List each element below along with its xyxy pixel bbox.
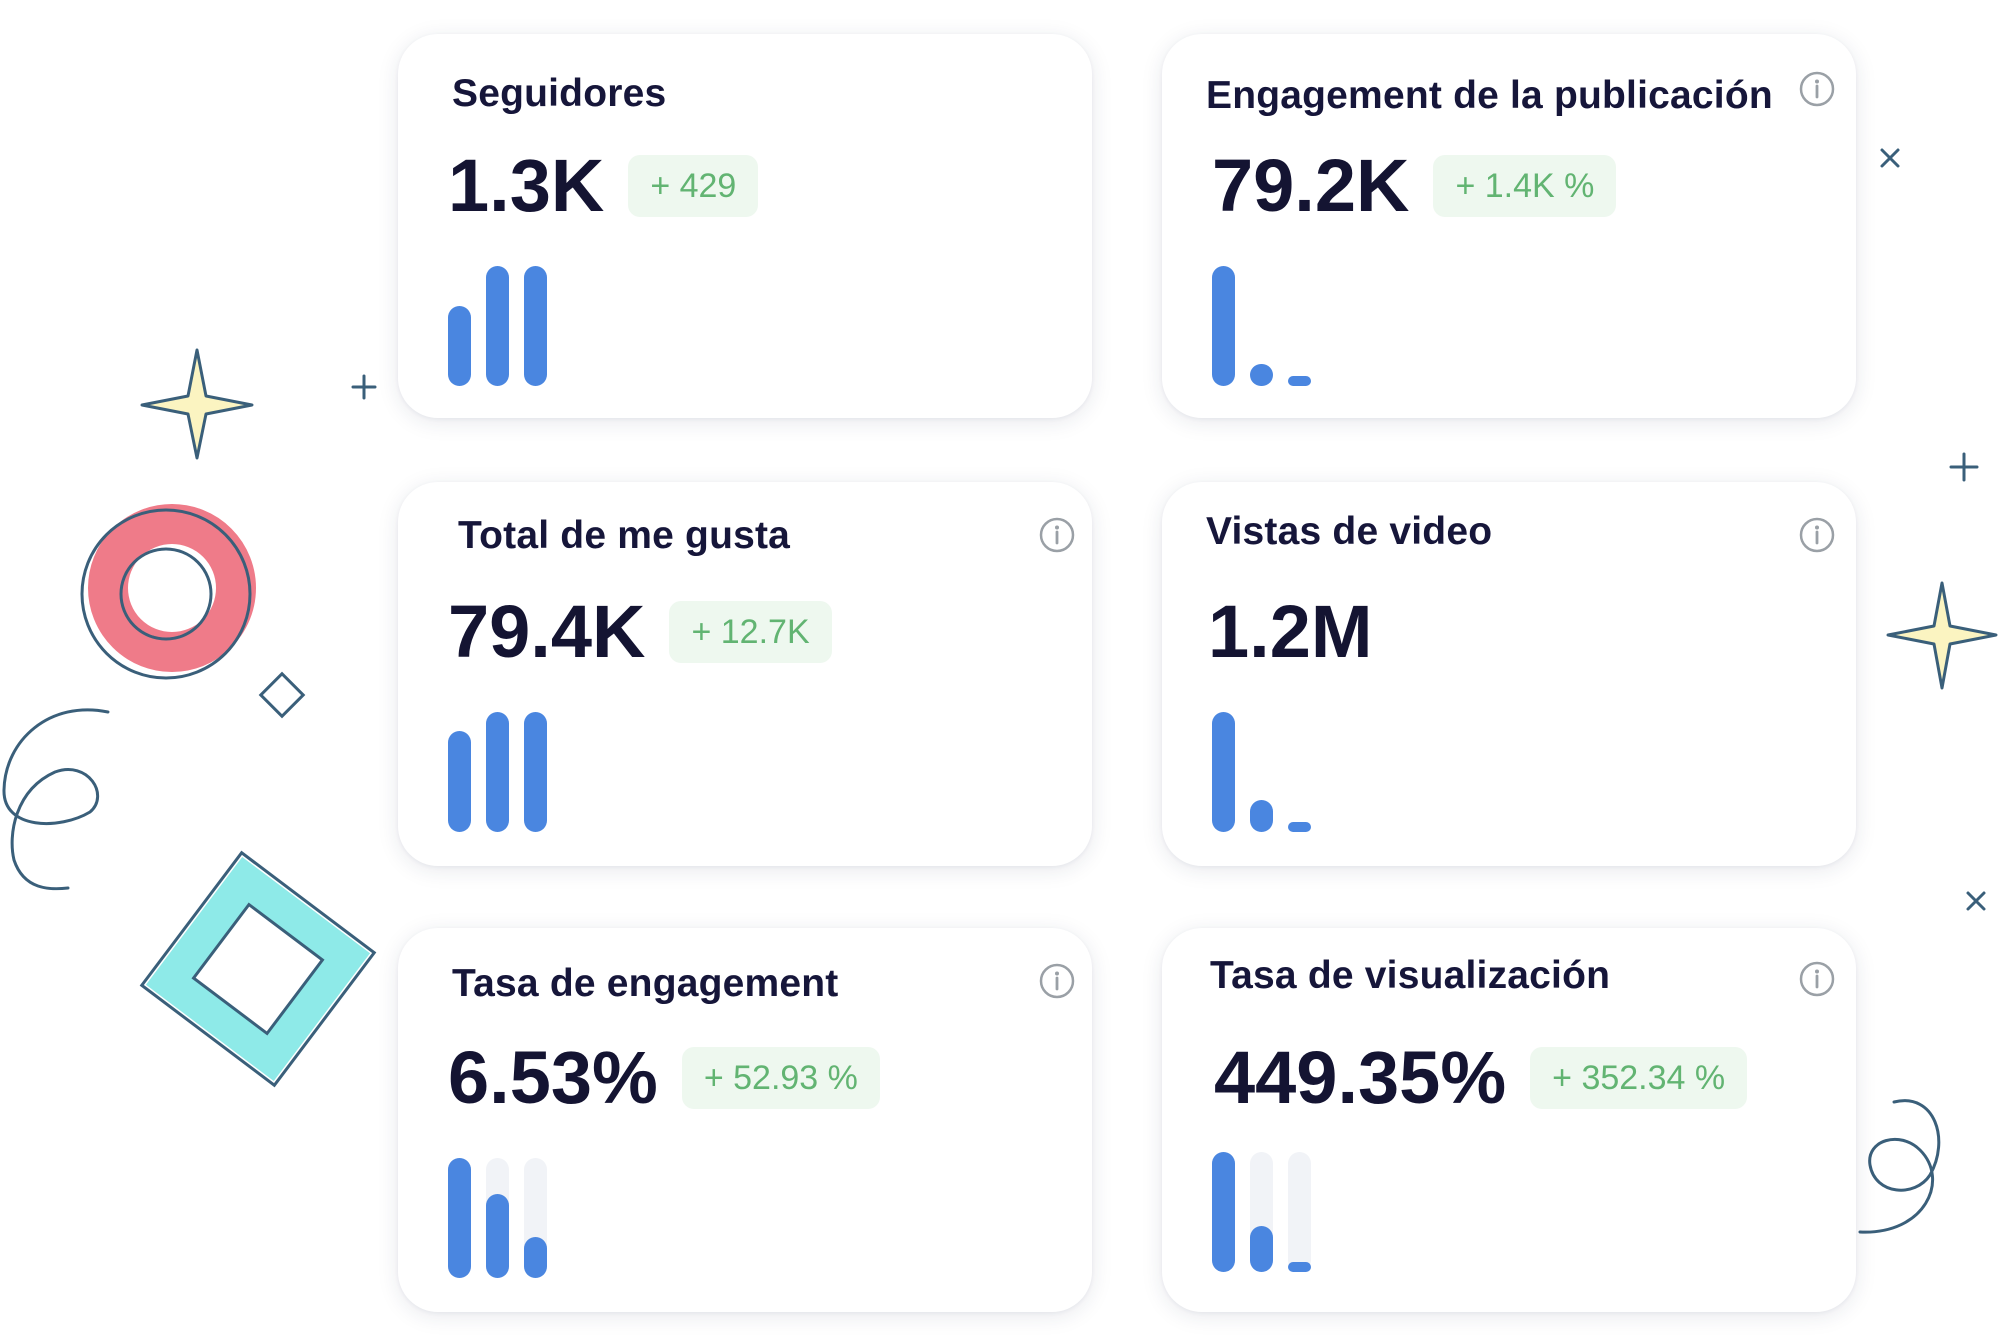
- bar-track: [1212, 712, 1235, 832]
- bar-track: [524, 1158, 547, 1278]
- bar-track: [486, 712, 509, 832]
- bar-track: [1288, 266, 1311, 386]
- pink-ring-shape: [88, 504, 256, 672]
- bar-track: [1250, 1152, 1273, 1272]
- info-circle-icon[interactable]: [1038, 962, 1076, 1000]
- bar-track: [1250, 266, 1273, 386]
- value-row: 79.4K + 12.7K: [448, 592, 832, 672]
- bar-track: [1212, 1152, 1235, 1272]
- info-circle-icon[interactable]: [1798, 960, 1836, 998]
- metric-value: 1.2M: [1208, 590, 1373, 673]
- plus-icon-right: [1949, 452, 1979, 482]
- mini-bar-chart: [1212, 1152, 1332, 1272]
- info-circle-icon[interactable]: [1798, 516, 1836, 554]
- bar-fill: [1288, 1262, 1311, 1272]
- bar-fill: [448, 306, 471, 386]
- metric-value: 79.4K: [448, 590, 646, 673]
- value-row: 1.3K + 429: [448, 144, 759, 227]
- card-title: Tasa de visualización: [1210, 954, 1611, 997]
- bar-fill: [1212, 712, 1235, 832]
- card-title: Total de me gusta: [458, 514, 791, 557]
- bar-fill: [486, 266, 509, 386]
- mini-bar-chart: [448, 1158, 568, 1278]
- value-row: 449.35% + 352.34 %: [1214, 1036, 1748, 1119]
- sparkle-star-right-icon: [1886, 581, 1998, 690]
- bar-track: [1212, 266, 1235, 386]
- card-title: Seguidores: [452, 72, 667, 115]
- cross-icon-lower-right: [1966, 891, 1986, 911]
- bar-fill: [486, 1194, 509, 1278]
- bar-fill: [486, 712, 509, 832]
- bar-fill: [524, 266, 547, 386]
- value-row: 1.2M: [1208, 592, 1373, 672]
- bar-fill: [1288, 822, 1311, 832]
- card-title: Vistas de video: [1206, 510, 1493, 553]
- bar-fill: [1250, 1226, 1273, 1272]
- delta-badge: + 1.4K %: [1433, 155, 1617, 217]
- card-title: Tasa de engagement: [452, 962, 839, 1005]
- info-circle-icon[interactable]: [1038, 516, 1076, 554]
- bar-fill: [1288, 376, 1311, 386]
- bar-fill: [524, 1237, 547, 1278]
- squiggle-right-shape: [1858, 1099, 1941, 1234]
- mini-bar-chart: [448, 712, 568, 832]
- sparkle-star-left-icon: [140, 348, 254, 460]
- bar-fill: [1250, 364, 1273, 386]
- metric-card-engagement-rate: Tasa de engagement 6.53% + 52.93 %: [398, 928, 1092, 1312]
- metric-card-followers: Seguidores 1.3K + 429: [398, 34, 1092, 418]
- bar-track: [448, 712, 471, 832]
- info-circle-icon[interactable]: [1798, 70, 1836, 108]
- bar-fill: [524, 712, 547, 832]
- bar-fill: [1212, 1152, 1235, 1272]
- value-row: 6.53% + 52.93 %: [448, 1038, 880, 1118]
- bar-track: [1288, 1152, 1311, 1272]
- metric-value: 79.2K: [1212, 144, 1410, 227]
- bar-track: [524, 266, 547, 386]
- delta-badge: + 12.7K: [669, 601, 832, 663]
- metric-value: 6.53%: [448, 1036, 658, 1119]
- metric-card-total-likes: Total de me gusta 79.4K + 12.7K: [398, 482, 1092, 866]
- bar-fill: [1250, 800, 1273, 832]
- bar-track: [486, 266, 509, 386]
- bar-fill: [448, 731, 471, 832]
- delta-badge: + 352.34 %: [1530, 1047, 1748, 1109]
- metric-value: 449.35%: [1214, 1036, 1507, 1119]
- bar-track: [1250, 712, 1273, 832]
- plus-icon-left: [351, 374, 377, 400]
- value-row: 79.2K + 1.4K %: [1212, 144, 1617, 227]
- squiggle-left-shape: [2, 708, 110, 891]
- bar-fill: [448, 1158, 471, 1278]
- delta-badge: + 52.93 %: [681, 1047, 880, 1109]
- bar-track: [524, 712, 547, 832]
- bar-track: [448, 1158, 471, 1278]
- bar-track: [1288, 712, 1311, 832]
- bar-track: [486, 1158, 509, 1278]
- mini-bar-chart: [1212, 712, 1332, 832]
- metric-card-post-engagement: Engagement de la publicación 79.2K + 1.4…: [1162, 34, 1856, 418]
- card-title: Engagement de la publicación: [1206, 74, 1773, 117]
- metric-card-video-views: Vistas de video 1.2M: [1162, 482, 1856, 866]
- small-diamond-shape: [258, 671, 306, 719]
- bar-track: [448, 266, 471, 386]
- mini-bar-chart: [1212, 266, 1332, 386]
- bar-fill: [1212, 266, 1235, 386]
- cyan-square-frame-shape: [145, 856, 371, 1082]
- cross-icon-top-right: [1880, 148, 1900, 168]
- metric-card-view-rate: Tasa de visualización 449.35% + 352.34 %: [1162, 928, 1856, 1312]
- metric-value: 1.3K: [448, 144, 605, 227]
- mini-bar-chart: [448, 266, 568, 386]
- delta-badge: + 429: [628, 155, 759, 217]
